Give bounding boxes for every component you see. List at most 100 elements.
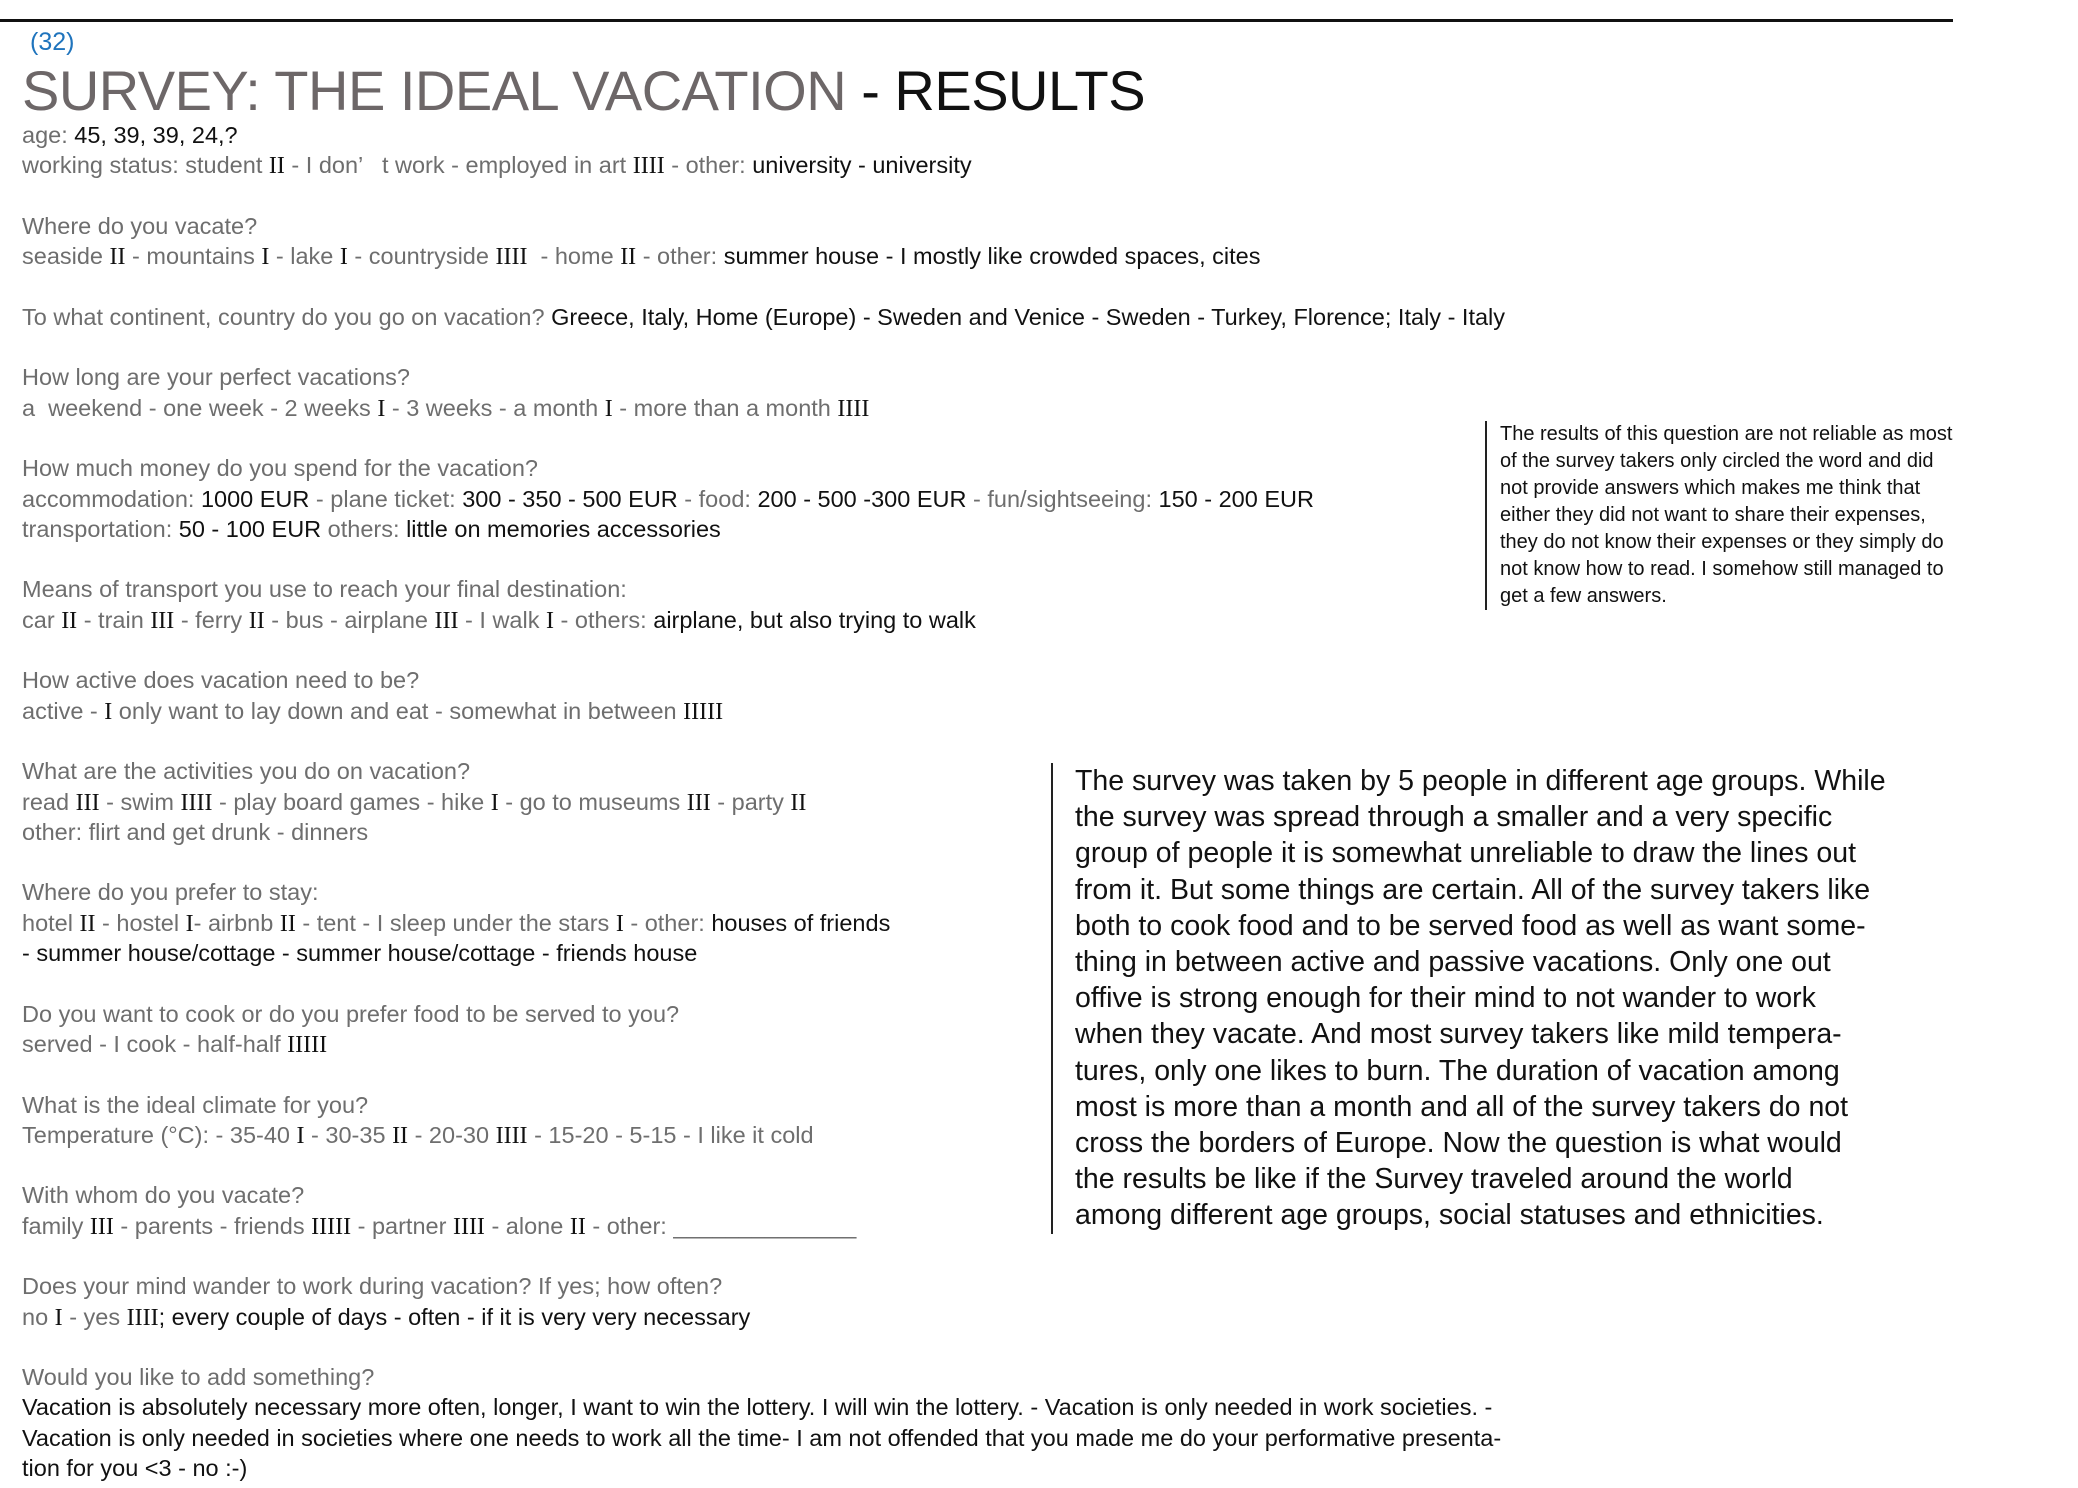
survey-question: With whom do you vacate? family III - par… bbox=[22, 1180, 1505, 1241]
question-line: How much money do you spend for the vaca… bbox=[22, 453, 1505, 483]
tally-marks: II bbox=[620, 244, 637, 271]
summary-line: The survey was taken by 5 people in diff… bbox=[1075, 765, 1886, 797]
tally-marks: III bbox=[89, 1213, 114, 1240]
tally-marks: I bbox=[615, 910, 624, 937]
summary-line: when they vacate. And most survey takers… bbox=[1075, 1018, 1842, 1051]
tally-marks: II bbox=[109, 244, 126, 271]
response-text: ; every couple of days - often - if it i… bbox=[158, 1303, 751, 1330]
response-text: university - university bbox=[752, 152, 972, 179]
summary-line: among different age groups, social statu… bbox=[1075, 1199, 1824, 1232]
prompt-text: - go to museums bbox=[498, 788, 687, 815]
response-text: airplane, but also trying to walk bbox=[653, 606, 976, 633]
summary-line: the results be like if the Survey travel… bbox=[1075, 1163, 1793, 1196]
prompt-text: no bbox=[22, 1303, 55, 1330]
survey-question: Means of transport you use to reach your… bbox=[22, 574, 1505, 635]
answer-line: Temperature (°C): - 35-40 I - 30-35 II -… bbox=[22, 1120, 1505, 1150]
prompt-text: - more than a month bbox=[612, 394, 838, 421]
tally-marks: IIII bbox=[126, 1304, 159, 1331]
prompt-text: How much money do you spend for the vaca… bbox=[22, 455, 538, 482]
survey-results: age: 45, 39, 39, 24,? working status: stu… bbox=[22, 120, 1505, 1483]
prompt-text: Means of transport you use to reach your… bbox=[22, 576, 627, 603]
answer-line: transportation: 50 - 100 EUR others: lit… bbox=[22, 514, 1505, 544]
prompt-text: accommodation: bbox=[22, 485, 201, 512]
answer-line: no I - yes IIII; every couple of days - … bbox=[22, 1302, 1505, 1332]
note-line: not provide answers which makes me think… bbox=[1500, 477, 1921, 499]
spacer bbox=[22, 635, 1505, 665]
prompt-text: - yes bbox=[62, 1303, 127, 1330]
survey-question: How long are your perfect vacations? a we… bbox=[22, 362, 1505, 423]
prompt-text: Temperature (°C): - 35-40 bbox=[22, 1121, 297, 1148]
response-text: 1000 EUR bbox=[200, 485, 310, 512]
answer-line: other: flirt and get drunk - dinners bbox=[22, 817, 1505, 847]
answer-line: a weekend - one week - 2 weeks I - 3 wee… bbox=[22, 393, 1505, 423]
prompt-text: - swim bbox=[99, 788, 181, 815]
answer-line: accommodation: 1000 EUR - plane ticket: … bbox=[22, 484, 1505, 514]
prompt-text: Does your mind wander to work during vac… bbox=[22, 1273, 723, 1300]
prompt-text: others: bbox=[321, 515, 407, 542]
spacer bbox=[22, 1241, 1505, 1271]
spacer bbox=[22, 726, 1505, 756]
answer-line: working status: student II - I don’ t wo… bbox=[22, 150, 1505, 180]
tally-marks: I bbox=[339, 244, 348, 271]
tally-marks: I bbox=[545, 607, 554, 634]
question-line: To what continent, country do you go on … bbox=[22, 302, 1505, 332]
title-suffix: - RESULTS bbox=[846, 59, 1146, 122]
prompt-text: served - I cook - half-half bbox=[22, 1030, 288, 1057]
tally-marks: IIII bbox=[180, 789, 213, 816]
response-text: 200 - 500 -300 EUR bbox=[757, 485, 967, 512]
response-text: Vacation is only needed in societies whe… bbox=[22, 1424, 1502, 1451]
spacer bbox=[22, 1332, 1505, 1362]
prompt-text: - ferry bbox=[174, 606, 249, 633]
summary-line: cross the borders of Europe. Now the que… bbox=[1075, 1127, 1842, 1160]
question-line: Where do you prefer to stay: bbox=[22, 877, 1505, 907]
prompt-text: - 15-20 - 5-15 - I like it cold bbox=[527, 1121, 814, 1148]
tally-marks: I bbox=[490, 789, 499, 816]
prompt-text: Where do you prefer to stay: bbox=[22, 879, 319, 906]
prompt-text: - hostel bbox=[95, 909, 186, 936]
tally-marks: I bbox=[261, 244, 270, 271]
survey-summary: The survey was taken by 5 people in diff… bbox=[1051, 763, 1886, 1234]
prompt-text: - parents - friends bbox=[113, 1212, 312, 1239]
prompt-text: What is the ideal climate for you? bbox=[22, 1091, 369, 1118]
prompt-text: - 3 weeks - a month bbox=[385, 394, 605, 421]
tally-marks: IIII bbox=[837, 395, 870, 422]
question-line: Do you want to cook or do you prefer foo… bbox=[22, 999, 1505, 1029]
response-text: summer house - I mostly like crowded spa… bbox=[723, 243, 1261, 270]
question-line: age: 45, 39, 39, 24,? bbox=[22, 120, 1505, 150]
survey-question: Does your mind wander to work during vac… bbox=[22, 1271, 1505, 1332]
prompt-text: - partner bbox=[351, 1212, 453, 1239]
question-line: Means of transport you use to reach your… bbox=[22, 574, 1505, 604]
tally-marks: IIIII bbox=[683, 698, 724, 725]
spacer bbox=[22, 544, 1505, 574]
prompt-text: hotel bbox=[22, 909, 80, 936]
tally-marks: I bbox=[296, 1122, 305, 1149]
answer-line: family III - parents - friends IIIII - p… bbox=[22, 1211, 1505, 1241]
question-line: Would you like to add something? bbox=[22, 1362, 1505, 1392]
survey-question: age: 45, 39, 39, 24,? working status: stu… bbox=[22, 120, 1505, 181]
tally-marks: II bbox=[268, 153, 285, 180]
prompt-text: transportation: bbox=[22, 515, 179, 542]
prompt-text: only want to lay down and eat - somewhat… bbox=[112, 697, 684, 724]
summary-line: offive is strong enough for their mind t… bbox=[1075, 982, 1816, 1015]
prompt-text: - train bbox=[77, 606, 151, 633]
response-text: houses of friends bbox=[711, 909, 891, 936]
note-line: get a few answers. bbox=[1500, 585, 1667, 607]
page-number: (32) bbox=[30, 28, 75, 56]
tally-marks: I bbox=[104, 698, 113, 725]
answer-line: seaside II - mountains I - lake I - coun… bbox=[22, 241, 1505, 271]
question-line: Does your mind wander to work during vac… bbox=[22, 1271, 1505, 1301]
response-text: little on memories accessories bbox=[406, 515, 721, 542]
summary-line: tures, only one likes to burn. The durat… bbox=[1075, 1054, 1840, 1087]
prompt-text: - plane ticket: bbox=[309, 485, 463, 512]
tally-marks: III bbox=[150, 607, 175, 634]
survey-question: How active does vacation need to be? acti… bbox=[22, 665, 1505, 726]
response-text: 150 - 200 EUR bbox=[1158, 485, 1314, 512]
answer-line: car II - train III - ferry II - bus - ai… bbox=[22, 605, 1505, 635]
prompt-text: - I don’ t work - employed in art bbox=[284, 152, 633, 179]
prompt-text: read bbox=[22, 788, 76, 815]
spacer bbox=[22, 181, 1505, 211]
prompt-text: - fun/sightseeing: bbox=[966, 485, 1159, 512]
prompt-text: a weekend - one week - 2 weeks bbox=[22, 394, 378, 421]
prompt-text: With whom do you vacate? bbox=[22, 1182, 305, 1209]
tally-marks: I bbox=[604, 395, 613, 422]
